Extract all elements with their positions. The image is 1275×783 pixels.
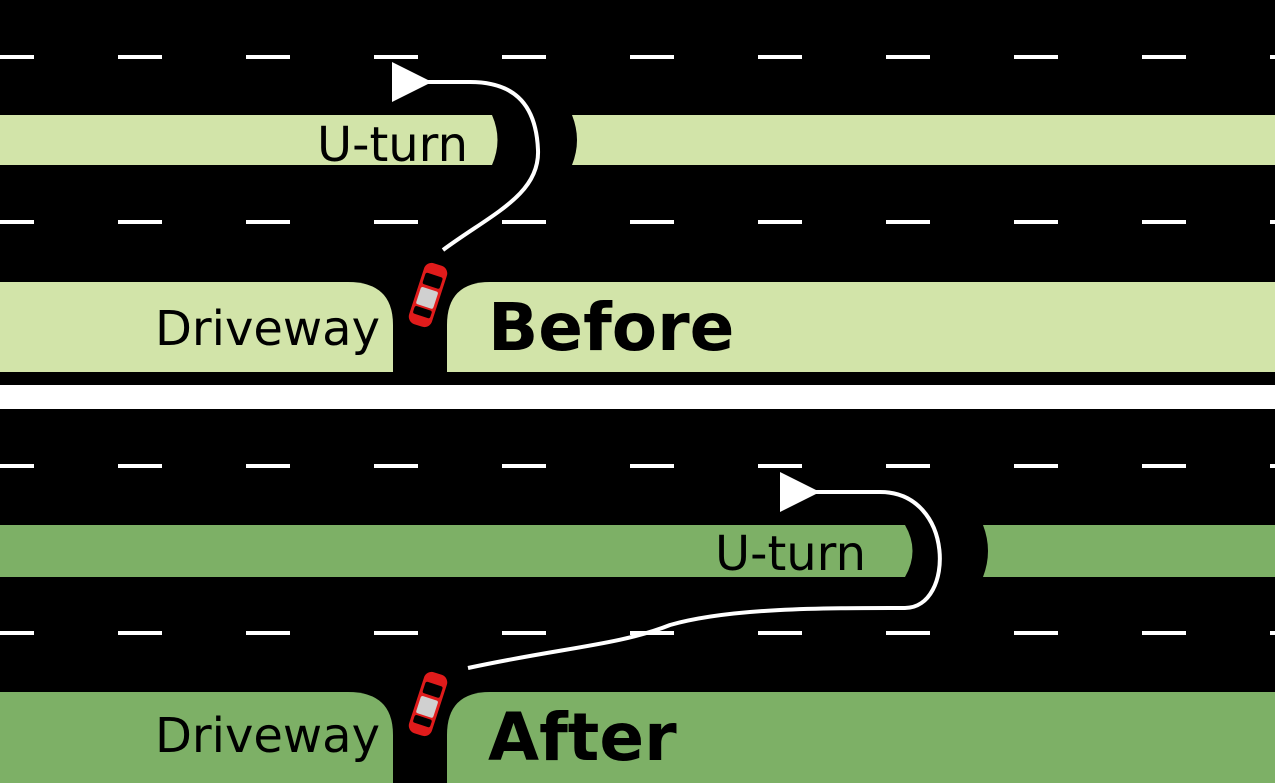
before-panel: U-turn Driveway Before [0, 0, 1275, 385]
roadside-left [0, 692, 393, 783]
driveway-label: Driveway [155, 301, 380, 357]
uturn-path [467, 472, 942, 670]
uturn-label: U-turn [317, 117, 468, 173]
uturn-path [392, 62, 541, 252]
panel-title: After [488, 699, 677, 776]
median-right [572, 115, 1275, 165]
median-left [0, 525, 913, 577]
panel-separator [0, 385, 1275, 409]
median-left [0, 115, 498, 165]
panel-title: Before [488, 289, 734, 366]
roadside-right [447, 282, 1275, 372]
uturn-label: U-turn [715, 526, 866, 582]
lane-markings [0, 464, 1275, 635]
median-right [983, 525, 1275, 577]
car-icon [406, 669, 450, 739]
after-panel: U-turn Driveway After [0, 409, 1275, 783]
roadside-left [0, 282, 393, 372]
car-icon [406, 260, 450, 330]
roadside-right [447, 692, 1275, 783]
driveway-label: Driveway [155, 708, 380, 764]
lane-markings [0, 55, 1275, 224]
